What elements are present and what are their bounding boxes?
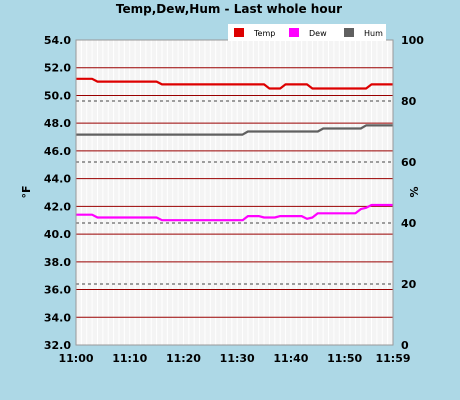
y-axis-label-left: °F — [20, 185, 33, 198]
legend-swatch-hum — [344, 28, 354, 37]
x-tick-label: 11:30 — [220, 352, 255, 365]
x-tick-label: 11:10 — [112, 352, 147, 365]
x-tick-label: 11:00 — [58, 352, 93, 365]
legend-swatch-dew — [289, 28, 299, 37]
y-tick-label-left: 34.0 — [44, 311, 71, 324]
grid-layer — [75, 40, 394, 345]
y-tick-label-right: 20 — [401, 278, 417, 291]
y-tick-label-right: 80 — [401, 95, 417, 108]
series-line-hum — [76, 124, 393, 136]
series-layer — [76, 77, 393, 222]
y-tick-label-left: 50.0 — [44, 89, 71, 102]
y-tick-label-left: 40.0 — [44, 228, 71, 241]
y-tick-label-left: 36.0 — [44, 284, 71, 297]
y-tick-label-left: 46.0 — [44, 145, 71, 158]
y-tick-label-right: 60 — [401, 156, 417, 169]
y-tick-label-right: 0 — [401, 339, 409, 352]
legend-label-temp: Temp — [253, 29, 275, 38]
ticks-layer: 32.0 34.0 36.0 38.0 40.0 42.0 44.0 46.0 48.0 50.0… — [44, 34, 424, 365]
series-line-temp — [76, 77, 393, 90]
y-tick-label-left: 44.0 — [44, 173, 71, 186]
legend-label-dew: Dew — [309, 29, 327, 38]
series-line-dew — [76, 203, 393, 222]
y-tick-label-left: 32.0 — [44, 339, 71, 352]
legend-label-hum: Hum — [364, 29, 383, 38]
x-tick-label: 11:59 — [375, 352, 410, 365]
legend-box — [228, 24, 386, 41]
y-tick-label-left: 38.0 — [44, 256, 71, 269]
y-tick-label-right: 100 — [401, 34, 424, 47]
y-tick-label-left: 48.0 — [44, 117, 71, 130]
y-tick-label-right: 40 — [401, 217, 417, 230]
y-axis-label-right: % — [408, 186, 421, 197]
x-tick-label: 11:50 — [327, 352, 362, 365]
y-tick-label-left: 54.0 — [44, 34, 71, 47]
x-tick-label: 11:20 — [166, 352, 201, 365]
legend: Temp Dew Hum — [228, 24, 386, 41]
y-tick-label-left: 52.0 — [44, 62, 71, 75]
chart-title: Temp,Dew,Hum - Last whole hour — [116, 2, 342, 16]
y-tick-label-left: 42.0 — [44, 200, 71, 213]
plot-area — [76, 40, 393, 345]
legend-swatch-temp — [234, 28, 244, 37]
x-tick-label: 11:40 — [273, 352, 308, 365]
